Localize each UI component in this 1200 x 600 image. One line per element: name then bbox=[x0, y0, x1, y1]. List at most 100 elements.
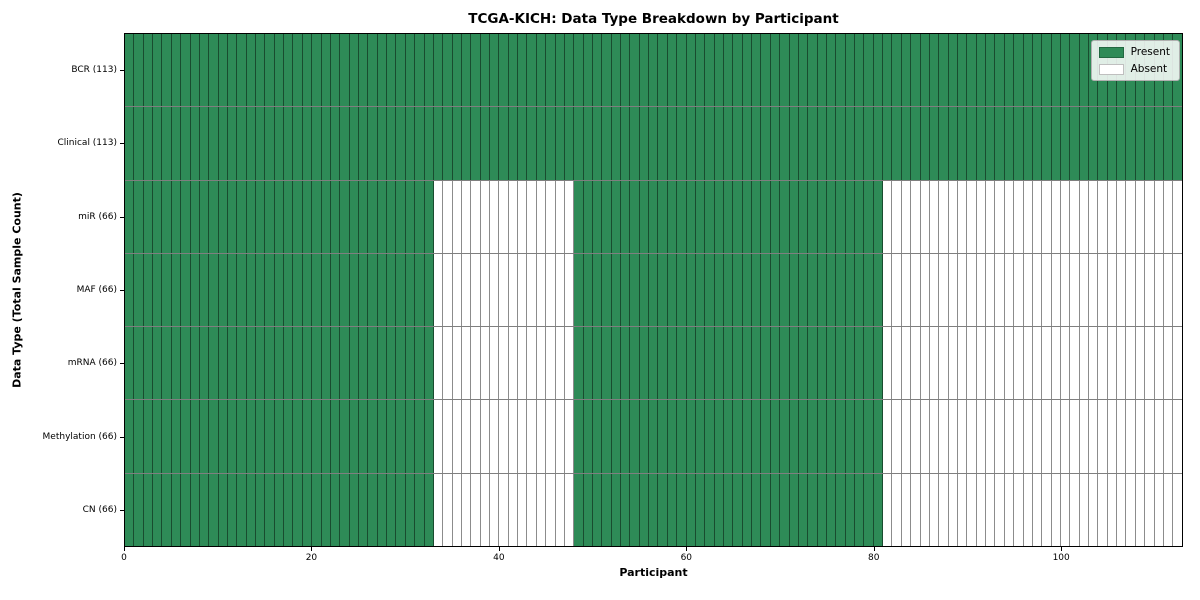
heatmap-cell bbox=[920, 180, 930, 253]
heatmap-cell bbox=[621, 34, 631, 107]
heatmap-cell bbox=[1145, 253, 1155, 327]
heatmap-cell bbox=[312, 107, 322, 180]
heatmap-cell bbox=[284, 400, 294, 473]
heatmap-cell bbox=[490, 473, 500, 546]
heatmap-cell bbox=[742, 327, 753, 400]
heatmap-cell bbox=[695, 327, 706, 400]
heatmap-cell bbox=[883, 400, 893, 473]
heatmap-cell bbox=[1042, 327, 1052, 400]
heatmap-cell bbox=[181, 327, 191, 400]
heatmap-cell bbox=[209, 473, 219, 546]
heatmap-cell bbox=[218, 180, 228, 253]
heatmap-cell bbox=[274, 400, 285, 473]
heatmap-cell bbox=[957, 327, 968, 400]
heatmap-cell bbox=[995, 180, 1005, 253]
heatmap-cell bbox=[742, 473, 753, 546]
heatmap-cell bbox=[630, 107, 640, 180]
heatmap-cell bbox=[358, 400, 369, 473]
heatmap-cell bbox=[302, 473, 313, 546]
heatmap-cell bbox=[1163, 253, 1174, 327]
heatmap-cell bbox=[798, 400, 809, 473]
heatmap-cell bbox=[939, 473, 949, 546]
heatmap-cell bbox=[798, 473, 809, 546]
heatmap-cell bbox=[1145, 473, 1155, 546]
heatmap-cell bbox=[433, 473, 444, 546]
heatmap-cell bbox=[433, 253, 444, 327]
heatmap-cell bbox=[134, 327, 144, 400]
heatmap-cell bbox=[256, 180, 266, 253]
x-tick-label: 80 bbox=[868, 553, 880, 563]
heatmap-cell bbox=[892, 180, 902, 253]
heatmap-cell bbox=[817, 473, 827, 546]
heatmap-cell bbox=[1154, 180, 1164, 253]
heatmap-cell bbox=[443, 400, 453, 473]
heatmap-cell bbox=[789, 327, 799, 400]
heatmap-cell bbox=[649, 400, 659, 473]
heatmap-cell bbox=[1107, 327, 1118, 400]
heatmap-cell bbox=[864, 180, 874, 253]
heatmap-cell bbox=[957, 473, 968, 546]
heatmap-cell bbox=[639, 473, 650, 546]
heatmap-row bbox=[125, 472, 1182, 546]
heatmap-cell bbox=[134, 34, 144, 107]
heatmap-cell bbox=[789, 473, 799, 546]
heatmap-cell bbox=[658, 34, 668, 107]
heatmap-cell bbox=[714, 107, 724, 180]
heatmap-cell bbox=[1173, 253, 1182, 327]
heatmap-cell bbox=[190, 253, 200, 327]
heatmap-cell bbox=[658, 327, 668, 400]
heatmap-cell bbox=[209, 253, 219, 327]
heatmap-cell bbox=[1014, 400, 1024, 473]
heatmap-cell bbox=[246, 327, 257, 400]
heatmap-cell bbox=[480, 327, 491, 400]
heatmap-cell bbox=[471, 327, 481, 400]
heatmap-cell bbox=[424, 327, 434, 400]
heatmap-cell bbox=[817, 400, 827, 473]
legend-swatch-absent-icon bbox=[1098, 63, 1124, 75]
heatmap-cell bbox=[461, 253, 472, 327]
heatmap-cell bbox=[752, 34, 762, 107]
heatmap-cell bbox=[677, 34, 687, 107]
heatmap-cell bbox=[274, 473, 285, 546]
heatmap-cell bbox=[592, 473, 603, 546]
heatmap-cell bbox=[293, 34, 303, 107]
heatmap-cell bbox=[808, 34, 818, 107]
heatmap-cell bbox=[873, 107, 884, 180]
heatmap-cell bbox=[1023, 253, 1033, 327]
heatmap-cell bbox=[948, 473, 958, 546]
heatmap-cell bbox=[826, 34, 837, 107]
heatmap-cell bbox=[527, 327, 537, 400]
heatmap-cell bbox=[986, 107, 996, 180]
heatmap-cell bbox=[461, 107, 472, 180]
heatmap-cell bbox=[1042, 253, 1052, 327]
heatmap-cell bbox=[209, 180, 219, 253]
heatmap-cell bbox=[227, 253, 238, 327]
heatmap-cell bbox=[125, 180, 135, 253]
heatmap-cell bbox=[387, 327, 397, 400]
heatmap-cell bbox=[677, 327, 687, 400]
heatmap-cell bbox=[312, 400, 322, 473]
heatmap-cell bbox=[724, 34, 734, 107]
heatmap-cell bbox=[1023, 400, 1033, 473]
heatmap-cell bbox=[733, 180, 743, 253]
heatmap-cell bbox=[293, 107, 303, 180]
heatmap-cell bbox=[368, 34, 378, 107]
heatmap-cell bbox=[1098, 180, 1108, 253]
heatmap-cell bbox=[340, 400, 350, 473]
heatmap-cell bbox=[293, 400, 303, 473]
heatmap-cell bbox=[611, 473, 622, 546]
heatmap-cell bbox=[1060, 34, 1071, 107]
heatmap-cell bbox=[424, 34, 434, 107]
heatmap-cell bbox=[705, 253, 715, 327]
heatmap-cell bbox=[1042, 107, 1052, 180]
heatmap-cell bbox=[555, 107, 565, 180]
heatmap-cell bbox=[761, 180, 771, 253]
heatmap-cell bbox=[808, 327, 818, 400]
heatmap-cell bbox=[443, 34, 453, 107]
heatmap-cell bbox=[901, 327, 912, 400]
heatmap-cell bbox=[293, 253, 303, 327]
heatmap-cell bbox=[602, 180, 612, 253]
heatmap-cell bbox=[546, 327, 556, 400]
heatmap-cell bbox=[677, 400, 687, 473]
heatmap-cell bbox=[171, 253, 182, 327]
